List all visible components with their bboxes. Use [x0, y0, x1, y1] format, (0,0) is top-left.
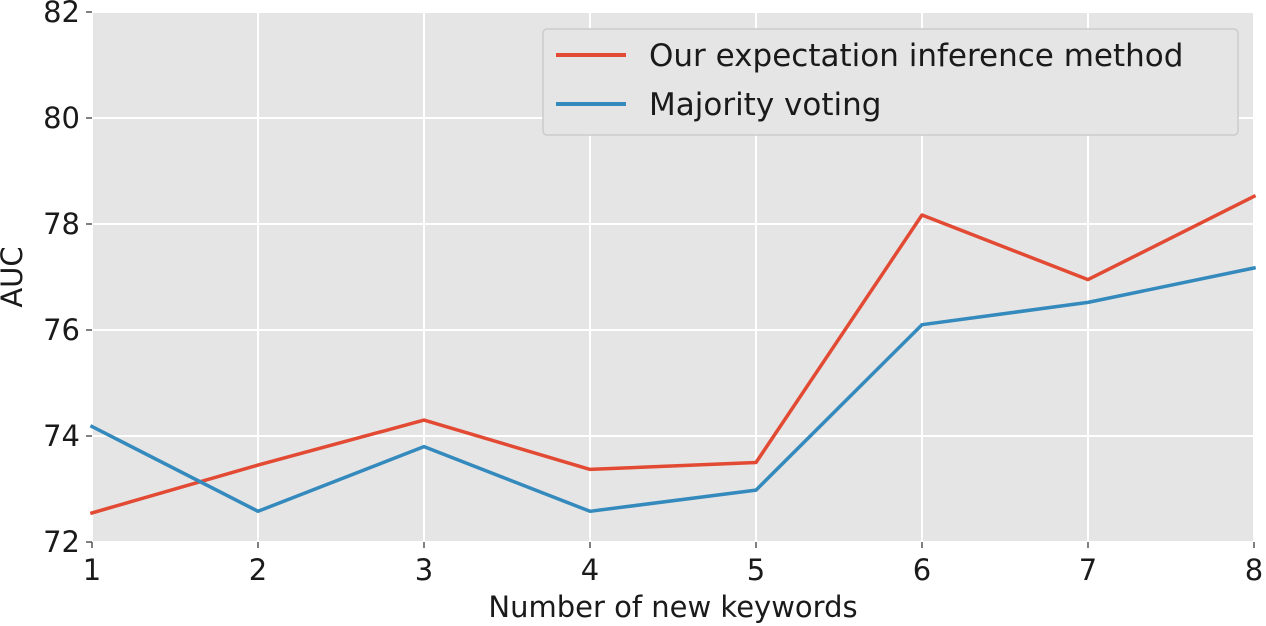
y-tick-label: 82 [43, 0, 80, 29]
legend: Our expectation inference method Majorit… [542, 28, 1239, 136]
x-axis-label: Number of new keywords [488, 590, 857, 624]
x-tick-label: 3 [415, 553, 433, 587]
y-tick-label: 72 [43, 525, 80, 559]
legend-box [542, 28, 1239, 136]
y-tick-label: 74 [43, 419, 80, 453]
y-axis-label: AUC [0, 246, 29, 307]
x-tick-label: 5 [747, 553, 765, 587]
y-tick-label: 76 [43, 313, 80, 347]
data-series [89, 194, 1257, 516]
y-tick-label: 80 [43, 101, 80, 135]
series-line-2 [89, 265, 1257, 514]
series-line-1 [89, 194, 1257, 516]
x-tick-label: 8 [1245, 553, 1263, 587]
x-tick-label: 6 [913, 553, 931, 587]
legend-label-series-2: Majority voting [649, 87, 881, 123]
x-tick-label: 1 [83, 553, 101, 587]
legend-label-series-1: Our expectation inference method [649, 38, 1183, 74]
x-tick-label: 4 [581, 553, 599, 587]
x-tick-label: 2 [249, 553, 267, 587]
y-tick-label: 78 [43, 207, 80, 241]
x-tick-label: 7 [1079, 553, 1097, 587]
grid-lines [91, 11, 1255, 543]
